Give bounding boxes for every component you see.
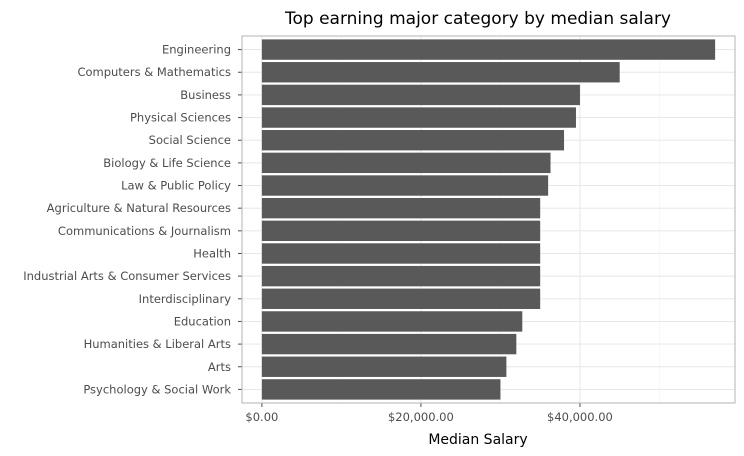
bar xyxy=(261,243,541,264)
bar xyxy=(261,197,541,219)
bar xyxy=(261,175,549,196)
y-tick-label: Humanities & Liberal Arts xyxy=(84,337,231,351)
bar xyxy=(261,265,541,287)
bar xyxy=(261,62,620,83)
x-tick-label: $20,000.00 xyxy=(388,410,454,424)
y-tick-label: Education xyxy=(174,314,231,328)
y-tick-label: Health xyxy=(193,246,231,260)
bar xyxy=(261,220,541,242)
bar xyxy=(261,311,523,332)
x-tick-label: $0.00 xyxy=(245,410,278,424)
bar xyxy=(261,130,565,151)
bar xyxy=(261,84,580,106)
y-tick-label: Biology & Life Science xyxy=(103,156,231,170)
y-tick-label: Business xyxy=(180,88,231,102)
x-tick-label: $40,000.00 xyxy=(547,410,613,424)
bar xyxy=(261,356,507,377)
y-tick-label: Psychology & Social Work xyxy=(83,382,231,396)
bar xyxy=(261,379,501,400)
bar xyxy=(261,107,576,128)
y-tick-label: Social Science xyxy=(149,133,231,147)
chart-title: Top earning major category by median sal… xyxy=(284,9,671,29)
bars xyxy=(261,39,716,400)
bar xyxy=(261,152,551,174)
y-tick-label: Physical Sciences xyxy=(130,111,231,125)
y-tick-label: Arts xyxy=(208,360,231,374)
y-tick-label: Communications & Journalism xyxy=(58,224,231,238)
y-tick-label: Engineering xyxy=(162,43,231,57)
bar xyxy=(261,333,517,355)
y-tick-label: Computers & Mathematics xyxy=(77,65,231,79)
category-labels: Engineering Computers & Mathematics Busine… xyxy=(23,43,242,396)
y-tick-label: Law & Public Policy xyxy=(121,179,231,193)
x-axis-ticks: $0.00 $20,000.00 $40,000.00 xyxy=(245,403,613,424)
y-tick-label: Industrial Arts & Consumer Services xyxy=(23,269,231,283)
bar xyxy=(261,39,716,60)
panel-border xyxy=(241,35,736,404)
bar xyxy=(261,288,541,309)
x-axis-label: Median Salary xyxy=(428,432,527,448)
y-tick-label: Agriculture & Natural Resources xyxy=(47,201,231,215)
y-tick-label: Interdisciplinary xyxy=(139,292,232,306)
